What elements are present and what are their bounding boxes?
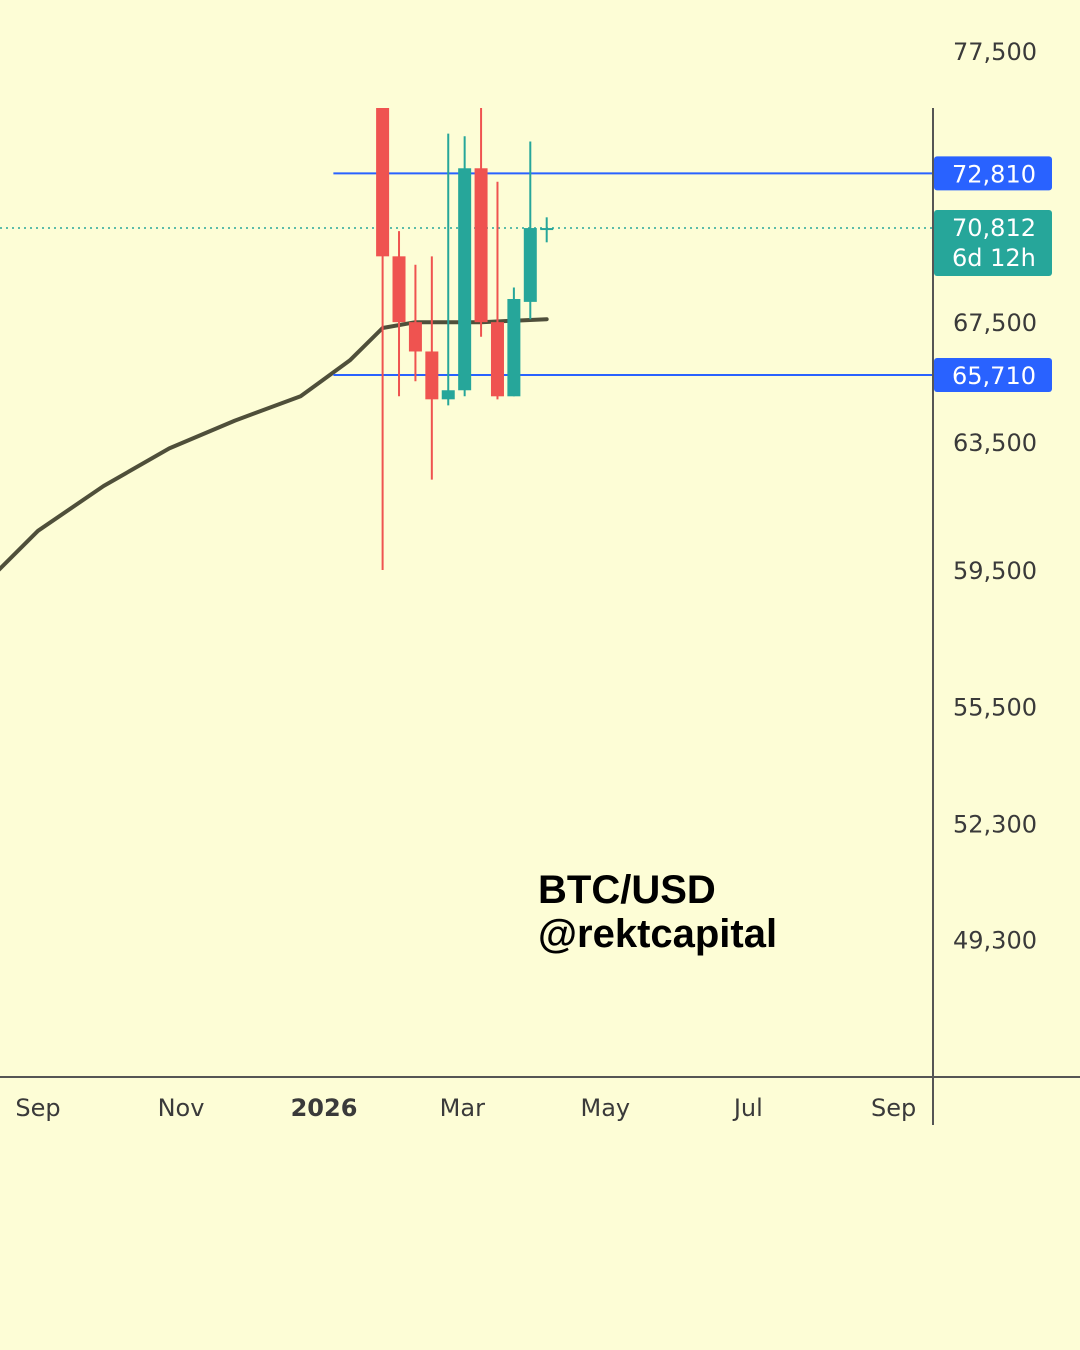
candle[interactable] — [523, 141, 537, 320]
y-tick-label: 59,500 — [953, 557, 1037, 585]
candle[interactable] — [408, 264, 422, 382]
candle[interactable] — [540, 217, 554, 243]
candles-layer — [360, 0, 554, 570]
candle-body — [540, 228, 554, 231]
candle-body — [474, 168, 488, 323]
axes-layer: 112,000104,00096,00088,50083,50077,50067… — [0, 38, 1080, 1125]
x-tick-label: May — [580, 1094, 630, 1122]
y-tick-label: 55,500 — [953, 694, 1037, 722]
watermark-author: @rektcapital — [538, 912, 778, 956]
x-tick-label: Sep — [871, 1094, 916, 1122]
chart-watermark: BTC/USD @rektcapital — [538, 868, 777, 956]
moving-average-line — [0, 317, 549, 572]
candle-body — [458, 168, 472, 391]
level-tag-label: 72,810 — [952, 160, 1036, 188]
candle-body — [360, 0, 373, 63]
candle[interactable] — [376, 26, 390, 570]
candle-body — [441, 390, 455, 400]
candle[interactable] — [474, 102, 488, 337]
x-tick-label: Mar — [440, 1094, 485, 1122]
candle[interactable] — [490, 181, 504, 400]
y-tick-label: 49,300 — [953, 926, 1037, 954]
y-tick-label: 77,500 — [953, 38, 1037, 66]
y-tick-label: 52,300 — [953, 810, 1037, 838]
y-tick-label: 63,500 — [953, 429, 1037, 457]
level-tag[interactable]: 72,810 — [934, 156, 1052, 191]
x-tick-label: Jul — [732, 1094, 763, 1122]
x-tick-label: 2026 — [291, 1094, 358, 1122]
candle[interactable] — [441, 133, 455, 406]
candle-body — [490, 322, 504, 397]
watermark-symbol: BTC/USD — [538, 868, 716, 912]
level-tag-label: 65,710 — [952, 362, 1036, 390]
candle-body — [376, 108, 390, 257]
candle[interactable] — [392, 231, 406, 397]
last-price-tag-bg — [934, 210, 1052, 277]
candle-body — [523, 228, 537, 302]
level-tag-bg — [934, 156, 1052, 191]
last-price-label: 70,812 — [952, 214, 1036, 242]
level-tag[interactable]: 65,710 — [934, 357, 1052, 392]
moving-average-layer — [0, 317, 549, 572]
candle[interactable] — [507, 287, 521, 397]
candle[interactable] — [360, 0, 373, 102]
candle[interactable] — [458, 136, 472, 397]
candle[interactable] — [425, 256, 439, 480]
y-tick-label: 67,500 — [953, 309, 1037, 337]
bar-countdown-label: 6d 12h — [952, 244, 1036, 272]
level-tag-bg — [934, 357, 1052, 392]
candle-body — [392, 256, 406, 323]
candle-body — [425, 351, 439, 400]
x-tick-label: Sep — [15, 1094, 60, 1122]
candle-body — [408, 322, 422, 352]
x-tick-label: Nov — [158, 1094, 205, 1122]
candle-body — [507, 299, 521, 397]
